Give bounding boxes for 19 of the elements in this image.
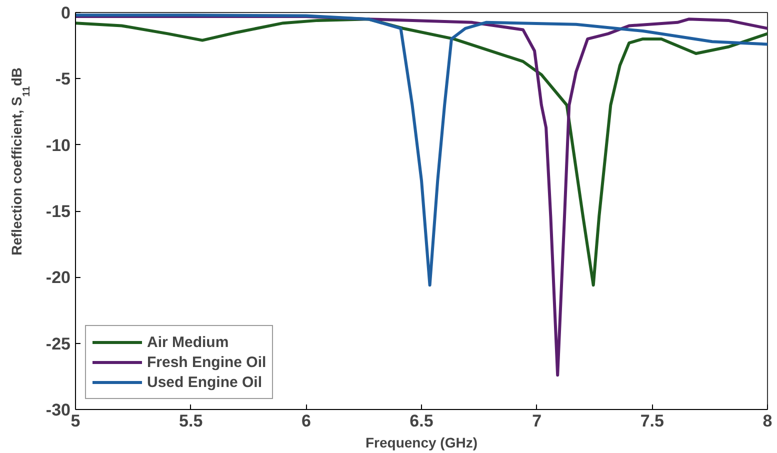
y-tick-label: -10 (46, 136, 71, 155)
x-tick-label: 5.5 (179, 412, 203, 430)
x-tick-label: 8 (762, 412, 772, 430)
x-tick-label: 6.5 (410, 412, 434, 430)
x-tick-label: 6 (301, 412, 311, 430)
legend-label: Fresh Engine Oil (147, 352, 266, 372)
y-tick-label: -25 (46, 334, 71, 354)
x-tick-label: 7 (532, 412, 542, 430)
y-tick-label: 0 (61, 4, 71, 22)
y-tick-label: -15 (46, 202, 71, 221)
legend-label: Used Engine Oil (147, 372, 262, 392)
y-axis-title: Reflection coefficient, S11 dB (8, 68, 32, 256)
x-axis-title: Frequency (GHz) (365, 434, 478, 450)
y-tick-label: -5 (55, 70, 71, 89)
y-tick-label: -20 (46, 268, 71, 288)
legend-label: Air Medium (147, 332, 229, 352)
x-tick-label: 7.5 (640, 412, 664, 430)
y-tick-label: -30 (46, 400, 71, 420)
x-tick-label: 5 (70, 412, 80, 430)
